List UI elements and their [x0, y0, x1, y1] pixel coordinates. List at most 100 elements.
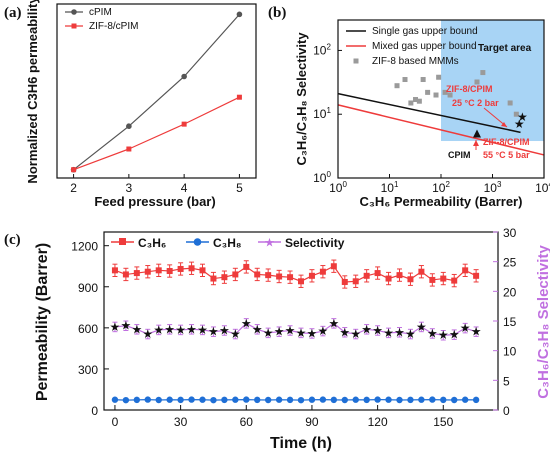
- panel-c-axes: 0 30 60 90 120 150 0 300 600 900 1200 0 5 10 15 20 25 30: [71, 226, 516, 429]
- panel-c-point-c3h8: [144, 396, 151, 403]
- annotation-zif-25c-line1: ZIF-8/CPIM: [446, 84, 493, 94]
- panel-b-frame: [337, 19, 545, 179]
- panel-c-point-c3h6: [396, 272, 403, 279]
- single-gas-upper-bound-line: [337, 92, 521, 134]
- annotation-arrowhead-25c: [501, 122, 507, 127]
- panel-a-xtick-label: 4: [181, 181, 188, 195]
- panel-c-point-selectivity: ★: [197, 323, 208, 337]
- panel-c-point-selectivity: ★: [394, 325, 405, 339]
- panel-b: (b) Target area ★★ 100101102103104100101…: [268, 5, 550, 209]
- panel-c-y2tick-label: 0: [503, 404, 510, 418]
- legend-label-c3h6: C₃H₆: [138, 236, 166, 250]
- panel-c-point-c3h6: [144, 268, 151, 275]
- panel-c-point-selectivity: ★: [427, 326, 438, 340]
- panel-c-point-c3h6: [232, 271, 239, 278]
- panel-b-ytick-label: 102: [313, 42, 331, 57]
- panel-c-point-selectivity: ★: [208, 325, 219, 339]
- annotation-zif-55c-line2: 55 °C 5 bar: [483, 150, 530, 160]
- panel-c-point-c3h8: [472, 396, 480, 404]
- panel-c-point-c3h6: [199, 267, 206, 274]
- panel-c-point-c3h6: [276, 273, 283, 280]
- panel-c-point-c3h8: [451, 396, 458, 404]
- panel-c-point-c3h8: [418, 396, 425, 403]
- panel-a-point-zif: [126, 146, 132, 152]
- panel-c-point-c3h6: [429, 276, 436, 283]
- panel-c-series: ★ ★ ★ ★ ★ ★ ★ ★ ★ ★ ★ ★★ ★ ★ ★ ★ ★ ★ ★★★ ★ ★ ★ ★ ★ ★★ ★ ★ ★ ★ ★: [110, 259, 481, 404]
- panel-a: (a) 2 3 4 5 cPIM ZIF-8/cPIM Feed pressure (…: [4, 0, 257, 209]
- panel-c-point-c3h8: [275, 396, 283, 403]
- panel-c-ylabel: Permeability (Barrer): [34, 243, 51, 401]
- panel-c-ytick-label: 0: [91, 404, 98, 418]
- legend-marker-mmm: [353, 58, 359, 64]
- panel-a-point-cpim: [181, 73, 187, 80]
- legend-label-c3h8: C₃H₈: [213, 236, 242, 250]
- panel-c-point-c3h6: [188, 265, 195, 272]
- panel-c-y2tick-label: 15: [503, 315, 517, 329]
- panel-c-point-selectivity: ★: [186, 322, 197, 336]
- panel-b-annotations: ZIF-8/CPIM 25 °C 2 bar ZIF-8/CPIM 55 °C …: [446, 84, 530, 160]
- panel-c-point-selectivity: ★: [164, 322, 175, 336]
- panel-c-point-c3h6: [265, 272, 272, 279]
- zif-25c-point-marker: ★: [514, 117, 525, 131]
- legend-marker-zif: [71, 23, 77, 29]
- panel-b-ylabel: C₃H₆/C₃H₈ Selectivity: [294, 32, 309, 166]
- panel-c-point-selectivity: ★: [350, 327, 361, 341]
- panel-c-point-c3h6: [287, 274, 294, 281]
- panel-c-point-c3h8: [133, 396, 141, 404]
- panel-c-point-c3h6: [352, 278, 359, 285]
- panel-c-point-c3h6: [210, 275, 217, 282]
- mmm-data-point: [447, 92, 453, 98]
- panel-c-point-c3h6: [319, 268, 326, 275]
- legend-label-cpim: cPIM: [89, 7, 112, 18]
- panel-c-point-selectivity: ★: [405, 327, 416, 341]
- panel-c-point-c3h6: [440, 275, 447, 282]
- panel-c-xtick-label: 90: [305, 415, 319, 429]
- panel-c-point-c3h8: [199, 396, 206, 403]
- panel-a-point-zif: [181, 121, 187, 127]
- mmm-data-point: [420, 77, 426, 83]
- panel-c-point-c3h6: [341, 278, 348, 285]
- panel-c-y2tick-label: 5: [503, 374, 510, 388]
- panel-a-point-zif: [236, 94, 242, 100]
- panel-c-point-c3h8: [440, 396, 447, 404]
- panel-c-point-c3h6: [473, 272, 480, 279]
- panel-c-xtick-label: 30: [174, 415, 188, 429]
- panel-a-frame: [56, 3, 257, 179]
- panel-c-point-c3h6: [166, 268, 173, 275]
- panel-a-point-cpim: [126, 123, 132, 130]
- panel-c-point-c3h8: [396, 396, 403, 404]
- panel-c-point-c3h6: [374, 270, 381, 277]
- panel-c-point-c3h8: [264, 396, 272, 404]
- panel-c-series-line: [114, 398, 477, 401]
- panel-c-xtick-label: 0: [112, 415, 119, 429]
- panel-c-point-selectivity: ★: [449, 328, 460, 342]
- panel-c-point-c3h6: [221, 274, 228, 281]
- legend-marker-c3h6: [119, 238, 126, 245]
- panel-c-point-selectivity: ★: [416, 320, 427, 334]
- panel-c-point-selectivity: ★: [328, 316, 339, 330]
- panel-c-point-selectivity: ★: [361, 322, 372, 336]
- panel-c-xtick-label: 150: [433, 415, 453, 429]
- panel-c-legend: C₃H₆ C₃H₈ ★ Selectivity: [111, 236, 345, 250]
- panel-c-point-c3h6: [177, 265, 184, 272]
- panel-c: (c) 0 30 60 90 120 150 0 300 600 900 1200 0 5 10 15 20 2…: [4, 226, 550, 452]
- panel-c-point-c3h8: [286, 396, 294, 404]
- panel-c-point-selectivity: ★: [241, 316, 252, 330]
- panel-c-point-selectivity: ★: [307, 326, 318, 340]
- panel-c-point-selectivity: ★: [460, 321, 471, 335]
- panel-a-point-cpim: [236, 11, 243, 18]
- panel-c-y2tick-label: 30: [503, 226, 517, 240]
- panel-b-xlabel: C₃H₆ Permeability (Barrer): [360, 194, 523, 209]
- panel-c-point-selectivity: ★: [252, 322, 263, 336]
- panel-c-point-c3h8: [254, 396, 261, 404]
- panel-c-point-c3h8: [177, 396, 184, 404]
- panel-c-point-selectivity: ★: [263, 326, 274, 340]
- panel-c-point-c3h8: [330, 396, 338, 404]
- target-area: [441, 20, 544, 142]
- panel-c-point-c3h6: [407, 276, 414, 283]
- panel-c-ytick-label: 600: [78, 322, 98, 336]
- panel-c-point-c3h8: [461, 396, 469, 403]
- mmm-data-point: [416, 98, 422, 104]
- panel-c-point-selectivity: ★: [142, 327, 153, 341]
